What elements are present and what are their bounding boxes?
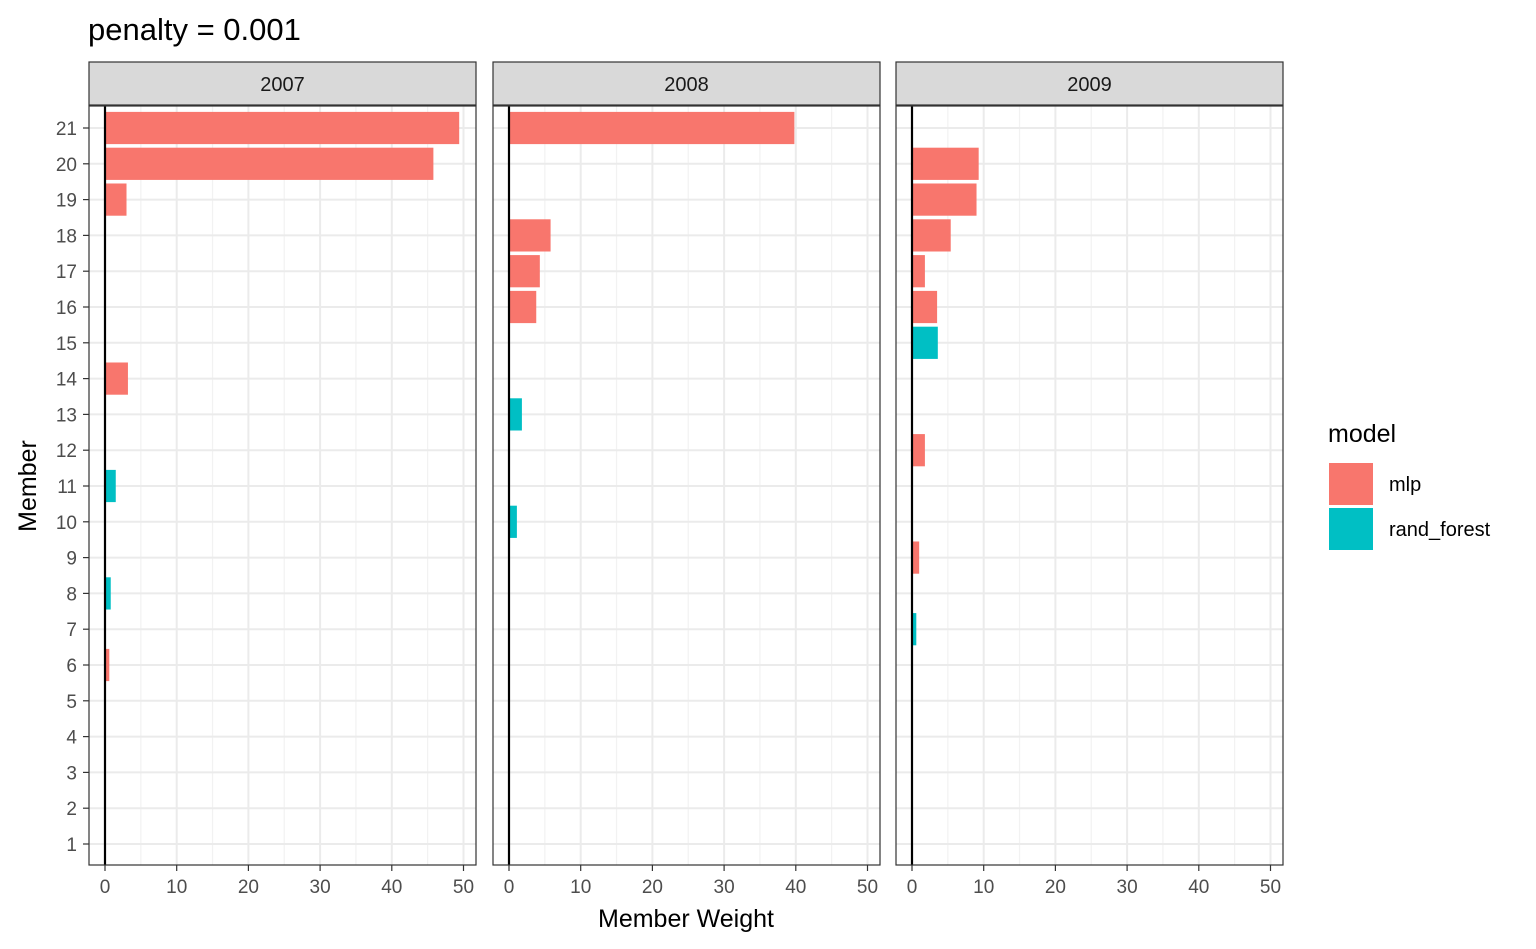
bar [105,577,111,610]
facet-strip [895,61,1284,106]
y-tick-label: 4 [66,728,77,749]
y-tick-label: 2 [66,799,77,820]
x-tick-label: 40 [1188,877,1209,898]
bar [509,255,540,288]
facet-label: 2007 [260,74,305,96]
x-tick-label: 50 [453,877,474,898]
facet-label: 2008 [664,74,709,96]
x-tick-label: 30 [714,877,735,898]
legend: model mlp rand_forest [1328,420,1491,550]
bar [912,613,917,646]
panel-border [895,105,1284,866]
legend-key [1329,508,1373,550]
x-tick-label: 10 [973,877,994,898]
legend-title: model [1328,420,1396,448]
chart-title: penalty = 0.001 [88,12,301,47]
y-tick-label: 9 [66,549,77,570]
x-tick-label: 30 [310,877,331,898]
bar [105,469,116,503]
y-tick-label: 14 [56,370,78,391]
x-tick-label: 20 [238,877,259,898]
bar [105,183,127,216]
y-tick-label: 13 [56,405,77,426]
y-axis-title: Member [14,440,42,532]
bar [105,362,128,395]
y-tick-label: 12 [56,441,77,462]
x-axis-title: Member Weight [598,905,774,933]
bar [912,326,938,359]
x-tick-label: 0 [504,877,515,898]
bar [509,505,517,538]
x-tick-label: 40 [785,877,806,898]
bar [912,147,979,180]
panel-border [492,105,881,866]
y-tick-label: 21 [56,119,77,140]
y-tick-label: 17 [56,262,77,283]
facet-panel: 2009 0 10 20 30 40 50 [895,61,1284,898]
x-tick-label: 50 [857,877,878,898]
legend-key [1329,463,1373,505]
bar [912,183,977,216]
facet-label: 2009 [1067,74,1112,96]
facet-panel: 2008 0 10 20 30 40 50 [492,61,881,898]
y-tick-label: 3 [66,763,77,784]
y-tick-label: 16 [56,298,77,319]
bar [509,290,537,324]
x-tick-label: 0 [100,877,111,898]
y-tick-label: 8 [66,584,77,605]
facet-strip [88,61,477,106]
y-tick-label: 1 [66,835,77,856]
legend-label: rand_forest [1389,519,1491,541]
bar [912,255,925,288]
x-tick-label: 30 [1117,877,1138,898]
x-tick-label: 50 [1260,877,1281,898]
facet-strip [492,61,881,106]
bar [509,219,551,252]
y-tick-label: 15 [56,334,77,355]
x-tick-label: 20 [1045,877,1066,898]
x-tick-label: 10 [570,877,591,898]
y-tick-label: 5 [66,692,77,713]
bar [105,111,460,145]
y-tick-label: 20 [56,155,77,176]
y-tick-label: 7 [66,620,77,641]
bar [105,147,434,180]
bar [509,111,795,145]
bar [509,398,522,431]
bar [105,648,110,682]
x-tick-label: 20 [642,877,663,898]
y-tick-label: 18 [56,226,77,247]
y-tick-label: 6 [66,656,77,677]
x-tick-label: 10 [166,877,187,898]
bar [912,290,938,324]
bar [912,219,951,252]
y-tick-label: 11 [57,477,77,498]
y-tick-label: 19 [56,191,77,212]
y-tick-label: 10 [56,513,77,534]
legend-label: mlp [1389,474,1421,496]
bar [912,541,920,574]
x-tick-label: 40 [381,877,402,898]
x-tick-label: 0 [907,877,918,898]
bar [912,434,925,467]
